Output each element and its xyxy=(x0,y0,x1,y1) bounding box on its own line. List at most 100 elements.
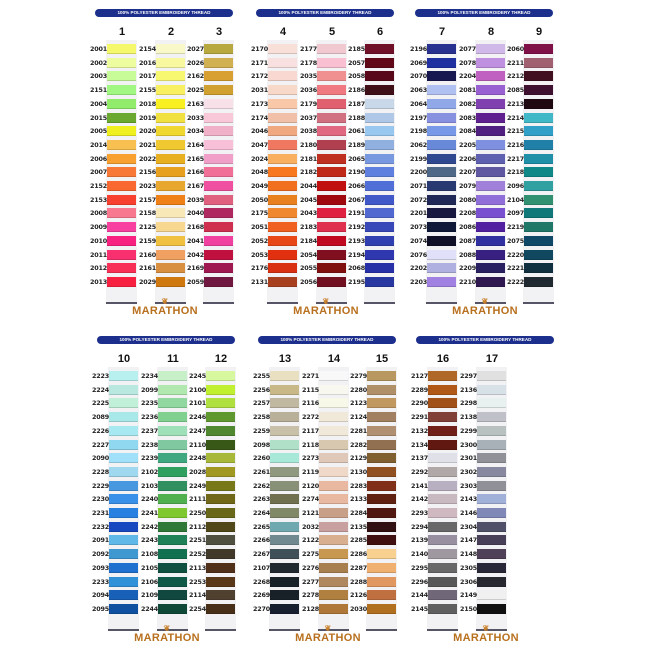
thread-swatch xyxy=(476,126,505,137)
thread-row: 2037 xyxy=(300,112,348,124)
thread-code: 2188 xyxy=(348,113,365,122)
thread-swatch xyxy=(317,222,346,233)
thread-swatch xyxy=(477,562,506,573)
thread-code: 2140 xyxy=(411,550,428,559)
thread-swatch xyxy=(428,453,457,464)
thread-code: 2009 xyxy=(90,223,107,232)
thread-code: 2263 xyxy=(253,495,270,504)
thread-row: 2036 xyxy=(300,85,348,96)
thread-code: 2066 xyxy=(348,182,365,190)
thread-row: 2279 xyxy=(350,371,398,382)
thread-code: 2304 xyxy=(460,522,477,531)
thread-code: 2224 xyxy=(92,385,109,394)
thread-swatch xyxy=(319,494,348,505)
thread-row: 2297 xyxy=(460,371,508,382)
thread-column: 6 2185 2057 2058 2186 2187 2188 2061 2189 2065 219… xyxy=(348,26,396,304)
thread-code: 2170 xyxy=(251,45,268,53)
thread-code: 2190 xyxy=(348,168,365,177)
thread-code: 2210 xyxy=(459,277,476,286)
thread-code: 2245 xyxy=(189,372,206,380)
thread-row: 2011 xyxy=(90,249,138,261)
thread-swatch xyxy=(477,603,506,614)
thread-swatch xyxy=(107,44,136,54)
thread-code: 2255 xyxy=(253,372,270,380)
thread-swatch xyxy=(427,194,456,205)
thread-swatch xyxy=(319,453,348,464)
thread-code: 2237 xyxy=(141,426,158,435)
thread-row: 2146 xyxy=(460,508,508,519)
thread-swatch xyxy=(109,494,138,505)
thread-code: 2090 xyxy=(92,454,109,463)
thread-code: 2065 xyxy=(348,154,365,163)
thread-swatch xyxy=(476,44,505,54)
thread-swatch xyxy=(524,222,553,233)
thread-swatch xyxy=(270,384,299,395)
thread-swatch xyxy=(319,480,348,491)
thread-row: 2033 xyxy=(187,112,235,124)
thread-code: 2095 xyxy=(92,604,109,613)
card-banner: 100% POLYESTER EMBROIDERY THREAD xyxy=(256,9,394,17)
thread-swatch xyxy=(476,167,505,178)
thread-code: 2212 xyxy=(507,72,524,81)
thread-row: 2116 xyxy=(302,398,350,409)
thread-swatch xyxy=(206,453,235,464)
thread-row: 2276 xyxy=(302,562,350,574)
thread-swatch xyxy=(206,603,235,614)
thread-swatch xyxy=(270,371,299,381)
thread-swatch xyxy=(367,521,396,532)
thread-swatch xyxy=(109,371,138,381)
thread-code: 2218 xyxy=(507,168,524,177)
flame-icon: ❦ xyxy=(161,297,169,306)
thread-code: 2102 xyxy=(141,467,158,476)
thread-row: 2250 xyxy=(189,508,237,519)
thread-swatch xyxy=(427,235,456,246)
thread-code: 2206 xyxy=(459,154,476,163)
thread-swatch xyxy=(428,412,457,423)
thread-swatch xyxy=(206,549,235,560)
thread-row: 2056 xyxy=(300,276,348,288)
thread-row: 2138 xyxy=(460,412,508,423)
thread-swatch xyxy=(317,126,346,137)
thread-code: 2193 xyxy=(348,236,365,245)
thread-row: 2103 xyxy=(141,480,189,492)
thread-swatch xyxy=(319,425,348,436)
thread-code: 2205 xyxy=(459,140,476,149)
thread-row: 2082 xyxy=(459,98,507,110)
thread-code: 2098 xyxy=(253,440,270,449)
thread-code: 2240 xyxy=(141,495,158,504)
thread-swatch xyxy=(317,112,346,123)
thread-swatch xyxy=(204,139,233,150)
thread-row: 2054 xyxy=(300,249,348,261)
thread-row: 2055 xyxy=(300,263,348,274)
thread-row: 2068 xyxy=(348,263,396,274)
thread-swatch xyxy=(476,98,505,109)
thread-code: 2096 xyxy=(507,182,524,190)
thread-row: 2239 xyxy=(141,453,189,464)
thread-code: 2114 xyxy=(189,591,206,600)
thread-swatch xyxy=(268,44,297,54)
thread-swatch xyxy=(476,139,505,150)
column-number: 3 xyxy=(215,26,223,38)
thread-code: 2145 xyxy=(411,604,428,613)
thread-row: 2119 xyxy=(302,466,350,478)
thread-row: 2007 xyxy=(90,167,138,178)
thread-column: 7 2196 2069 2070 2063 2064 2197 2198 2062 2199 220… xyxy=(410,26,458,304)
thread-code: 2268 xyxy=(253,577,270,586)
thread-code: 2286 xyxy=(350,550,367,559)
thread-swatch xyxy=(109,384,138,395)
thread-row: 2019 xyxy=(139,112,187,124)
thread-row: 2170 xyxy=(251,44,299,55)
thread-row: 2022 xyxy=(139,153,187,165)
thread-swatch xyxy=(365,181,394,191)
thread-row: 2024 xyxy=(251,153,299,165)
thread-column: 16 2127 2289 2290 2291 2132 2134 2137 2292 2141 21… xyxy=(411,353,459,631)
thread-code: 2003 xyxy=(90,72,107,81)
thread-swatch xyxy=(427,249,456,260)
thread-row: 2274 xyxy=(302,494,350,505)
thread-code: 2047 xyxy=(251,140,268,149)
thread-row: 2202 xyxy=(410,263,458,274)
thread-code: 2283 xyxy=(350,481,367,490)
thread-swatch xyxy=(158,384,187,395)
brand-name: MARATHON xyxy=(134,632,200,644)
thread-row: 2227 xyxy=(92,439,140,451)
